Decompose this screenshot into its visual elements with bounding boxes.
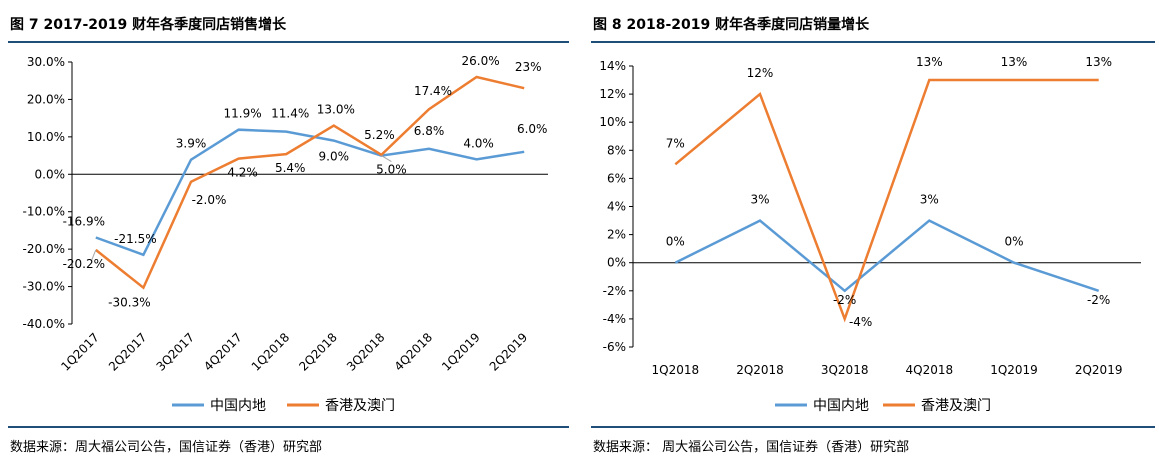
data-label: 5.2% — [364, 128, 395, 142]
data-label: -2.0% — [192, 193, 227, 207]
data-label: 6.0% — [517, 122, 548, 136]
x-tick-label: 4Q2017 — [201, 330, 245, 374]
x-tick-label: 1Q2017 — [58, 330, 102, 374]
data-label: 0% — [1004, 235, 1023, 249]
series-line-mainland — [95, 128, 525, 257]
chart-fig8: 14% 12% 10% 8% 6% 4% 2% 0% -2% -4% -6% 1Q2018 2Q2018… — [599, 55, 1141, 414]
x-tick-label: 2Q2019 — [1075, 363, 1123, 377]
x-tick-label: 3Q2017 — [154, 330, 198, 374]
data-label: -2% — [833, 293, 856, 307]
y-tick-label: 4% — [607, 200, 626, 214]
series-line-hk-macau — [674, 78, 1099, 323]
data-label: 13% — [916, 55, 943, 69]
x-tick-label: 1Q2018 — [249, 330, 293, 374]
data-label: 6.8% — [414, 124, 445, 138]
x-tick-label: 2Q2018 — [736, 363, 784, 377]
x-tick-label: 2Q2017 — [106, 330, 150, 374]
x-tick-label: 2Q2019 — [487, 330, 531, 374]
y-tick-label: -6% — [603, 340, 626, 354]
chart-panel-fig7: 图 7 2017-2019 财年各季度同店销售增长 30.0% 20.0% 10.0… — [0, 0, 573, 464]
data-label: 5.0% — [376, 163, 407, 177]
legend-label-mainland: 中国内地 — [210, 398, 266, 414]
y-tick-label: 20.0% — [27, 92, 65, 106]
y-tick-label: 0.0% — [35, 167, 66, 181]
data-label: -4% — [849, 315, 872, 329]
y-tick-label: -4% — [603, 312, 626, 326]
title-rule — [8, 41, 569, 43]
x-tick-label: 4Q2018 — [392, 330, 436, 374]
data-label: 23% — [515, 60, 542, 74]
source-note: 数据来源：周大福公司公告，国信证券（香港）研究部 — [10, 440, 323, 455]
data-label: 11.9% — [224, 107, 262, 121]
y-tick-label: 14% — [599, 59, 626, 73]
series-line-mainland — [674, 219, 1100, 293]
y-tick-label: -20.0% — [23, 242, 65, 256]
x-tick-label: 1Q2018 — [652, 363, 700, 377]
leader-line — [91, 249, 97, 261]
source-rule — [8, 426, 569, 428]
y-tick-label: 30.0% — [27, 55, 65, 69]
data-label: 5.4% — [275, 161, 306, 175]
y-tick-label: -30.0% — [23, 280, 65, 294]
data-label: 13% — [1085, 55, 1112, 69]
y-tick-label: 0% — [607, 256, 626, 270]
data-label: 4.0% — [463, 136, 494, 150]
y-tick-label: 8% — [607, 143, 626, 157]
data-label: 11.4% — [271, 107, 309, 121]
data-label: -21.5% — [114, 232, 156, 246]
series-line-hk-macau — [95, 75, 525, 290]
title-rule — [591, 41, 1155, 43]
data-label: 4.2% — [227, 166, 258, 180]
data-label: 3% — [920, 193, 939, 207]
data-label: 7% — [666, 136, 685, 150]
leader-line — [381, 155, 392, 163]
y-tick-label: -40.0% — [23, 317, 65, 331]
y-tick-label: -2% — [603, 284, 626, 298]
x-tick-label: 1Q2019 — [990, 363, 1038, 377]
data-label: -16.9% — [63, 215, 105, 229]
data-label: 9.0% — [319, 150, 350, 164]
data-label: -30.3% — [108, 296, 150, 310]
chart-title: 图 8 2018-2019 财年各季度同店销量增长 — [593, 17, 870, 33]
chart-panel-fig8: 图 8 2018-2019 财年各季度同店销量增长 14% 12% 10% 8% 6% 4… — [583, 0, 1159, 464]
x-tick-label: 2Q2018 — [296, 330, 340, 374]
x-tick-label: 3Q2018 — [821, 363, 869, 377]
y-tick-label: 12% — [599, 87, 626, 101]
x-tick-label: 3Q2018 — [344, 330, 388, 374]
y-tick-label: 10.0% — [27, 130, 65, 144]
legend-label-hk-macau: 香港及澳门 — [921, 398, 991, 414]
source-rule — [591, 426, 1155, 428]
data-label: 17.4% — [414, 84, 452, 98]
data-label: 12% — [747, 66, 774, 80]
y-tick-label: 2% — [607, 228, 626, 242]
data-label: -20.2% — [63, 257, 105, 271]
chart-fig7: 30.0% 20.0% 10.0% 0.0% -10.0% -20.0% -30.0% -40… — [23, 54, 548, 414]
chart-title: 图 7 2017-2019 财年各季度同店销售增长 — [10, 17, 287, 33]
legend-label-hk-macau: 香港及澳门 — [325, 398, 395, 414]
data-label: 13.0% — [317, 103, 355, 117]
source-note: 数据来源： 周大福公司公告，国信证券（香港）研究部 — [593, 440, 910, 455]
data-label: 3% — [750, 193, 769, 207]
x-tick-label: 4Q2018 — [906, 363, 954, 377]
data-label: 0% — [666, 235, 685, 249]
y-tick-label: 10% — [599, 115, 626, 129]
data-label: 13% — [1001, 55, 1028, 69]
x-tick-label: 1Q2019 — [439, 330, 483, 374]
y-tick-label: 6% — [607, 171, 626, 185]
data-label: 26.0% — [462, 54, 500, 68]
data-label: -2% — [1087, 293, 1110, 307]
data-label: 3.9% — [176, 137, 207, 151]
legend-label-mainland: 中国内地 — [813, 398, 869, 414]
y-tick-label: -10.0% — [23, 205, 65, 219]
